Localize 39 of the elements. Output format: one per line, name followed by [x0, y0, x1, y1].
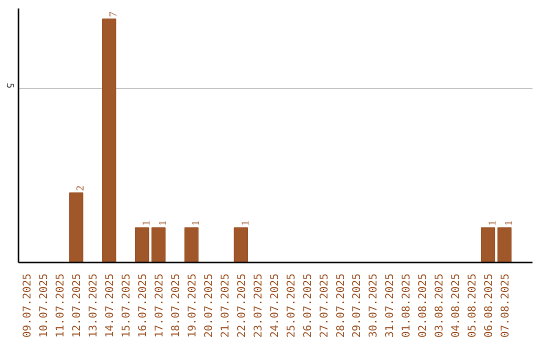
x-tick-label: 26.07.2025	[300, 274, 314, 338]
x-tick-label: 28.07.2025	[334, 274, 347, 338]
x-tick-label: 17.07.2025	[152, 274, 166, 338]
x-tick-label: 13.07.2025	[86, 274, 100, 338]
x-tick-label: 09.07.2025	[20, 274, 34, 338]
x-tick-label: 25.07.2025	[284, 274, 298, 338]
data-label: 7	[108, 10, 120, 17]
x-tick-label: 24.07.2025	[268, 274, 281, 338]
x-tick-label: 18.07.2025	[169, 274, 182, 338]
data-label: 2	[76, 186, 87, 191]
x-tick-label: 03.08.2025	[432, 274, 446, 338]
y-tick-label: 5	[4, 82, 15, 89]
data-label: 1	[142, 220, 153, 226]
x-tick-label: 14.07.2025	[103, 274, 116, 338]
data-label: 1	[504, 220, 515, 226]
data-label: 1	[190, 220, 202, 226]
x-tick-label: 20.07.2025	[202, 274, 215, 338]
x-tick-label: 19.07.2025	[185, 274, 198, 338]
x-tick-label: 23.07.2025	[251, 274, 264, 338]
x-tick-label: 10.07.2025	[37, 274, 50, 338]
x-tick-label: 04.08.2025	[449, 274, 462, 338]
x-tick-label: 29.07.2025	[350, 274, 364, 338]
x-tick-label: 22.07.2025	[234, 274, 248, 338]
data-label: 1	[158, 220, 170, 226]
x-tick-label: 31.07.2025	[383, 274, 396, 338]
x-tick-label: 02.08.2025	[416, 274, 430, 338]
data-label: 1	[488, 220, 499, 226]
x-tick-label: 05.08.2025	[466, 274, 479, 338]
x-tick-label: 01.08.2025	[400, 274, 413, 338]
x-tick-label: 12.07.2025	[70, 274, 84, 338]
x-tick-label: 11.07.2025	[54, 274, 67, 338]
x-tick-label: 21.07.2025	[218, 274, 232, 338]
x-tick-label: 06.08.2025	[482, 274, 496, 338]
x-tick-label: 16.07.2025	[136, 274, 150, 338]
x-tick-label: 30.07.2025	[366, 274, 380, 338]
data-label: 1	[240, 220, 252, 226]
x-tick-label: 15.07.2025	[120, 274, 133, 338]
x-tick-label: 27.07.2025	[317, 274, 330, 338]
x-tick-label: 07.08.2025	[498, 274, 512, 338]
